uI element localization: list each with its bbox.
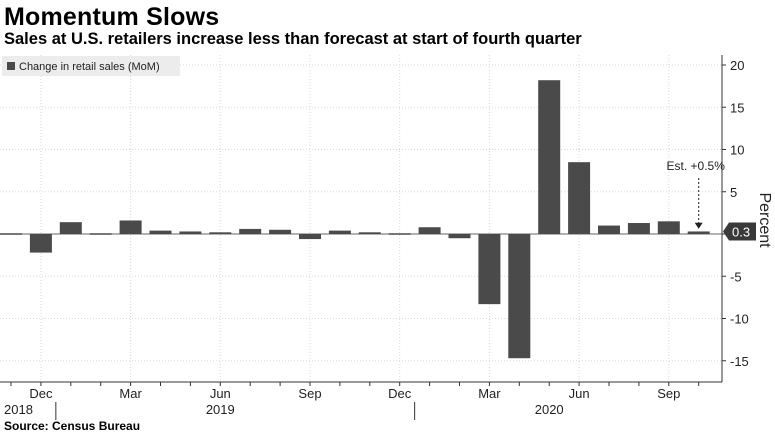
y-axis-label: Percent <box>756 192 773 248</box>
chart-subtitle: Sales at U.S. retailers increase less th… <box>4 30 582 48</box>
bar <box>627 223 650 234</box>
y-tick-label: -10 <box>730 312 749 327</box>
grid-layer <box>0 55 722 380</box>
annotation-layer: Est. +0.5% 0.3 <box>667 159 756 241</box>
bar <box>179 231 202 234</box>
legend-swatch <box>7 62 15 70</box>
x-tick-label: Dec <box>29 386 53 401</box>
last-value-callout <box>723 222 756 241</box>
bar <box>89 233 112 235</box>
bar <box>568 162 591 234</box>
x-tick-label: Mar <box>119 386 142 401</box>
bar <box>508 234 531 359</box>
bar <box>0 233 22 235</box>
bar <box>418 227 441 234</box>
year-label: 2020 <box>535 402 564 417</box>
bar <box>209 232 232 234</box>
bar <box>538 80 561 235</box>
y-tick-label: -5 <box>730 269 742 284</box>
chart-title: Momentum Slows <box>4 3 220 31</box>
x-tick-label: Dec <box>388 386 412 401</box>
year-label: 2018 <box>4 402 33 417</box>
source-note: Source: Census Bureau <box>4 419 141 433</box>
axis-layer: 20151050-5-10-15DecMarJunSepDecMarJunSep… <box>0 55 749 420</box>
retail-sales-chart: 20151050-5-10-15DecMarJunSepDecMarJunSep… <box>0 55 773 420</box>
bar <box>598 225 620 234</box>
x-tick-label: Mar <box>478 386 501 401</box>
bar <box>687 231 710 234</box>
y-tick-label: -15 <box>730 354 749 369</box>
bar <box>59 222 82 234</box>
y-tick-label: 10 <box>730 143 744 158</box>
y-tick-label: 5 <box>730 185 737 200</box>
bar <box>149 230 172 234</box>
y-tick-label: 20 <box>730 58 744 73</box>
bar <box>448 234 471 239</box>
bars-layer <box>0 80 710 359</box>
bar <box>328 230 351 234</box>
estimate-arrow-head <box>694 222 703 229</box>
bar <box>299 234 321 240</box>
bar <box>478 234 501 305</box>
legend: Change in retail sales (MoM) <box>2 56 180 76</box>
bar <box>119 220 142 234</box>
bar <box>269 229 292 234</box>
legend-background <box>2 56 180 76</box>
x-tick-label: Sep <box>298 386 321 401</box>
y-tick-label: 15 <box>730 100 744 115</box>
year-label: 2019 <box>206 402 235 417</box>
x-tick-label: Jun <box>569 386 590 401</box>
legend-label: Change in retail sales (MoM) <box>19 61 160 73</box>
last-value-label: 0.3 <box>732 224 750 239</box>
bar <box>29 234 52 253</box>
bar <box>657 221 680 234</box>
x-tick-label: Jun <box>210 386 231 401</box>
estimate-annotation: Est. +0.5% <box>667 159 726 173</box>
bar <box>239 228 262 234</box>
bar <box>358 232 381 234</box>
x-tick-label: Sep <box>657 386 680 401</box>
bar <box>388 233 411 235</box>
